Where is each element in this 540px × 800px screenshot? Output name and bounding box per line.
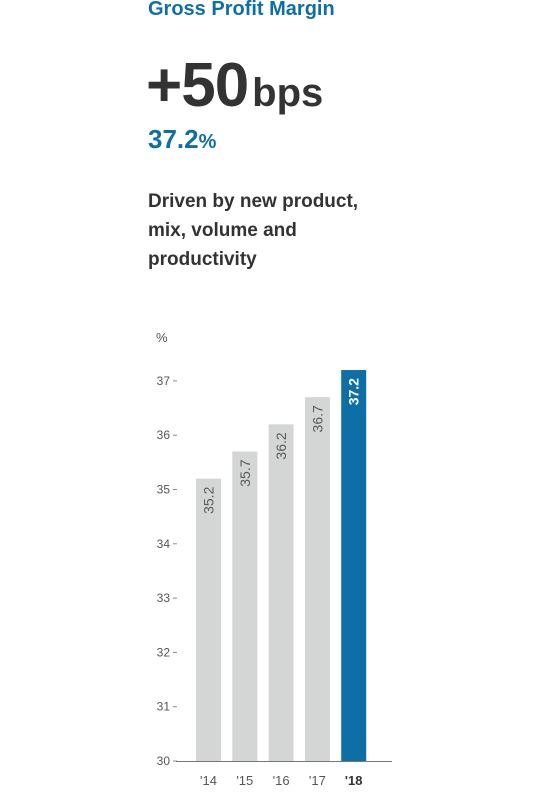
x-tick-label: '14 bbox=[200, 773, 217, 788]
x-tick-label: '18 bbox=[345, 773, 363, 788]
chart-description: Driven by new product, mix, volume and p… bbox=[148, 191, 359, 270]
y-tick-label: 36 bbox=[157, 428, 171, 442]
bar-data-label: 36.7 bbox=[309, 405, 325, 432]
current-margin-unit: % bbox=[198, 131, 217, 153]
x-tick-label: '17 bbox=[309, 773, 326, 788]
y-tick-label: 33 bbox=[157, 591, 171, 605]
bar bbox=[268, 424, 294, 761]
bar bbox=[232, 451, 258, 761]
headline-value: +50 bbox=[146, 51, 249, 120]
y-axis-label: % bbox=[156, 330, 168, 345]
bar bbox=[196, 478, 221, 761]
bar-data-label: 35.2 bbox=[201, 486, 217, 513]
headline-metric: +50 bps bbox=[146, 55, 323, 117]
y-tick-label: 35 bbox=[157, 483, 171, 497]
y-tick-label: 37 bbox=[157, 374, 171, 388]
current-margin-value: 37.2% bbox=[148, 126, 216, 152]
bar-data-label: 35.7 bbox=[237, 459, 253, 486]
bar-data-label: 37.2 bbox=[346, 378, 362, 405]
x-tick-label: '15 bbox=[236, 773, 253, 788]
bar-data-label: 36.2 bbox=[273, 432, 289, 459]
headline-unit: bps bbox=[252, 71, 324, 115]
x-tick-label: '16 bbox=[273, 773, 290, 788]
chart-title: Gross Profit Margin bbox=[148, 0, 335, 20]
bar bbox=[304, 397, 330, 761]
y-tick-label: 32 bbox=[157, 645, 171, 659]
current-margin-number: 37.2 bbox=[148, 124, 199, 154]
y-tick-label: 30 bbox=[157, 754, 171, 768]
y-tick-label: 34 bbox=[157, 537, 171, 551]
y-tick-label: 31 bbox=[157, 700, 171, 714]
bar bbox=[341, 370, 367, 761]
